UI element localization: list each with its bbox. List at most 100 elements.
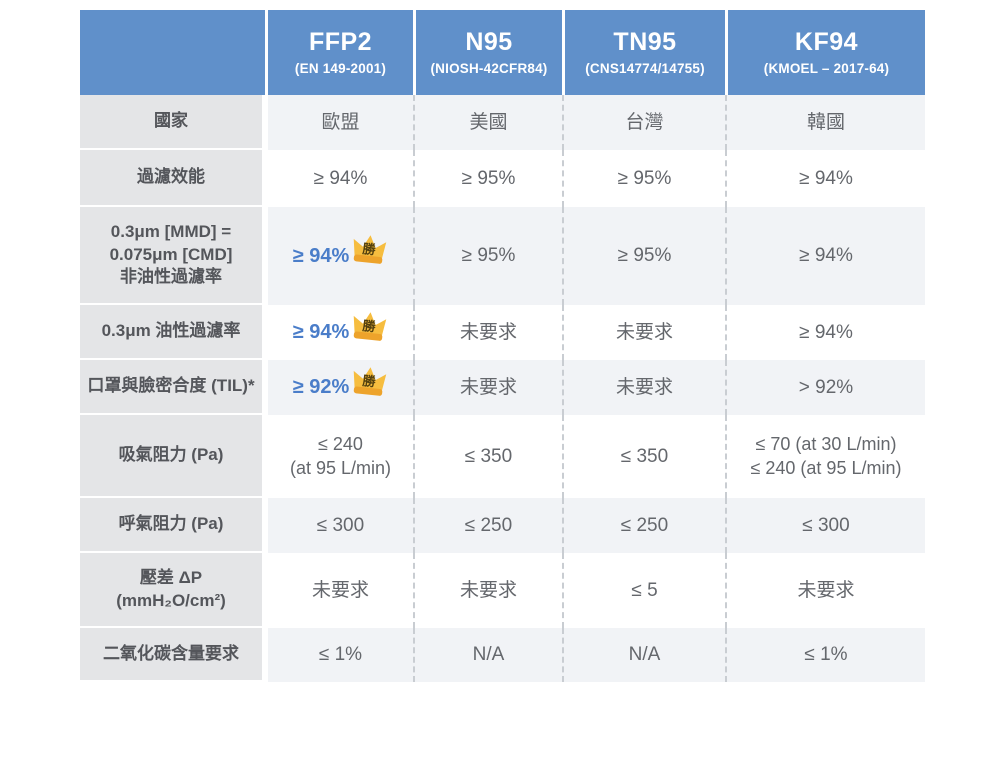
cell-value-line: ≤ 350 — [464, 445, 513, 467]
cell-value: > 92% — [799, 375, 853, 401]
row-label-line: 二氧化碳含量要求 — [103, 643, 239, 663]
cell-n95: 未要求 — [413, 360, 562, 415]
crown-badge-character: 勝 — [362, 317, 378, 334]
cell-n95: ≤ 250 — [413, 498, 562, 553]
cell-n95: ≤ 350 — [413, 415, 562, 498]
cell-ffp2: 未要求 — [265, 553, 413, 628]
crown-badge-character: 勝 — [362, 372, 378, 389]
cell-value: ≤ 5 — [631, 578, 657, 604]
cell-tn95: 台灣 — [562, 95, 725, 150]
row-label-line: 口罩與臉密合度 (TIL)* — [87, 376, 255, 396]
table-row: 口罩與臉密合度 (TIL)* ≥ 92% 勝 未要求 未要求 > 92% — [80, 360, 925, 415]
cell-value-line: 未要求 — [615, 321, 673, 343]
table-body: 國家 歐盟 美國 台灣 韓國 過濾效能 ≥ 94% ≥ 95% ≥ 95% ≥ 94% 0.3μm … — [80, 95, 925, 682]
row-label: 過濾效能 — [80, 150, 265, 207]
cell-value: ≥ 95% — [462, 243, 516, 269]
column-header-kf94: KF94 (KMOEL – 2017-64) — [725, 10, 925, 95]
standard-subtitle: (EN 149-2001) — [294, 60, 387, 76]
cell-value-line: 美國 — [469, 111, 508, 133]
row-label-line: 過濾效能 — [137, 167, 205, 187]
cell-value: ≥ 94% — [799, 166, 853, 192]
cell-n95: N/A — [413, 628, 562, 682]
cell-value: 未要求 — [460, 375, 517, 401]
cell-ffp2: ≤ 1% — [265, 628, 413, 682]
cell-value-line: ≥ 94% — [799, 245, 853, 267]
row-label: 二氧化碳含量要求 — [80, 628, 265, 682]
cell-kf94: ≤ 300 — [725, 498, 925, 553]
cell-tn95: ≥ 95% — [562, 207, 725, 305]
cell-tn95: 未要求 — [562, 305, 725, 360]
row-label-line: 國家 — [154, 111, 188, 131]
cell-tn95: ≥ 95% — [562, 150, 725, 207]
cell-value: 未要求 — [312, 578, 369, 604]
row-label: 口罩與臉密合度 (TIL)* — [80, 360, 265, 415]
header-row: FFP2 (EN 149-2001) N95 (NIOSH-42CFR84) TN95 (… — [80, 10, 925, 95]
cell-value-line: 未要求 — [459, 376, 517, 398]
cell-ffp2: ≥ 94% 勝 — [265, 207, 413, 305]
cell-value: ≥ 94% 勝 — [292, 311, 389, 350]
cell-tn95: N/A — [562, 628, 725, 682]
table-row: 0.3μm 油性過濾率 ≥ 94% 勝 未要求 未要求 ≥ 94% — [80, 305, 925, 360]
cell-value: ≤ 300 — [317, 513, 364, 539]
row-label-line: 0.075μm [CMD] — [109, 244, 233, 264]
cell-value: ≥ 95% — [618, 243, 672, 269]
cell-value-line: ≤ 1% — [804, 644, 848, 666]
cell-value-line: 未要求 — [311, 579, 369, 601]
winner-crown-icon: 勝 — [354, 235, 387, 264]
cell-value-line: > 92% — [798, 376, 854, 398]
cell-value-line: 未要求 — [797, 579, 855, 601]
row-label-line: 0.3μm [MMD] = — [110, 221, 232, 241]
cell-value: 美國 — [469, 110, 507, 136]
standard-title: TN95 — [613, 28, 677, 57]
cell-value: ≤ 350 — [621, 444, 668, 470]
table-row: 二氧化碳含量要求 ≤ 1% N/A N/A ≤ 1% — [80, 628, 925, 682]
cell-value-line: ≤ 240 — [318, 434, 363, 455]
standard-subtitle: (CNS14774/14755) — [585, 60, 705, 76]
cell-n95: ≥ 95% — [413, 207, 562, 305]
cell-value: ≤ 70 (at 30 L/min) ≤ 240 (at 95 L/min) — [751, 433, 902, 480]
cell-value: ≥ 94% — [314, 166, 368, 192]
cell-value-line: N/A — [628, 644, 661, 666]
row-label: 壓差 ΔP (mmH₂O/cm²) — [80, 553, 265, 628]
winner-crown-icon: 勝 — [354, 311, 387, 341]
standard-title: KF94 — [794, 28, 859, 57]
cell-value-line: ≥ 95% — [617, 167, 672, 189]
cell-value-line: ≤ 250 — [620, 514, 669, 536]
cell-kf94: ≤ 1% — [725, 628, 925, 682]
cell-value: ≤ 1% — [804, 642, 847, 668]
cell-value: 台灣 — [625, 110, 663, 136]
table-row: 國家 歐盟 美國 台灣 韓國 — [80, 95, 925, 150]
standard-title: FFP2 — [308, 28, 373, 57]
cell-value-line: ≥ 94% — [292, 321, 350, 343]
table-row: 過濾效能 ≥ 94% ≥ 95% ≥ 95% ≥ 94% — [80, 150, 925, 207]
row-label: 0.3μm 油性過濾率 — [80, 305, 265, 360]
cell-value: ≤ 1% — [319, 642, 362, 668]
cell-tn95: 未要求 — [562, 360, 725, 415]
row-label-line: 壓差 ΔP — [139, 567, 203, 587]
cell-kf94: 韓國 — [725, 95, 925, 150]
cell-value: ≥ 94% 勝 — [293, 235, 389, 273]
cell-n95: 美國 — [413, 95, 562, 150]
cell-n95: ≥ 95% — [413, 150, 562, 207]
cell-value-line: ≥ 95% — [461, 245, 516, 267]
cell-value-line: ≤ 300 — [316, 514, 365, 536]
row-label: 國家 — [80, 95, 265, 150]
cell-value: ≤ 250 — [465, 513, 512, 539]
cell-value: ≤ 250 — [621, 513, 668, 539]
standard-subtitle: (KMOEL – 2017-64) — [763, 60, 890, 76]
cell-value-line: N/A — [472, 644, 505, 666]
cell-value-line: ≤ 300 — [802, 514, 850, 536]
row-label-line: 呼氣阻力 (Pa) — [118, 514, 224, 534]
cell-kf94: ≥ 94% — [725, 150, 925, 207]
cell-tn95: ≤ 250 — [562, 498, 725, 553]
cell-value-line: ≤ 5 — [631, 579, 658, 601]
cell-value: N/A — [473, 642, 505, 668]
corner-cell — [80, 10, 265, 95]
cell-value-line: ≤ 70 (at 30 L/min) — [755, 434, 897, 455]
cell-value: 未要求 — [616, 320, 673, 346]
cell-value-line: ≤ 350 — [620, 445, 669, 467]
cell-value: 未要求 — [616, 375, 673, 401]
cell-value: ≤ 300 — [802, 513, 849, 539]
cell-tn95: ≤ 350 — [562, 415, 725, 498]
